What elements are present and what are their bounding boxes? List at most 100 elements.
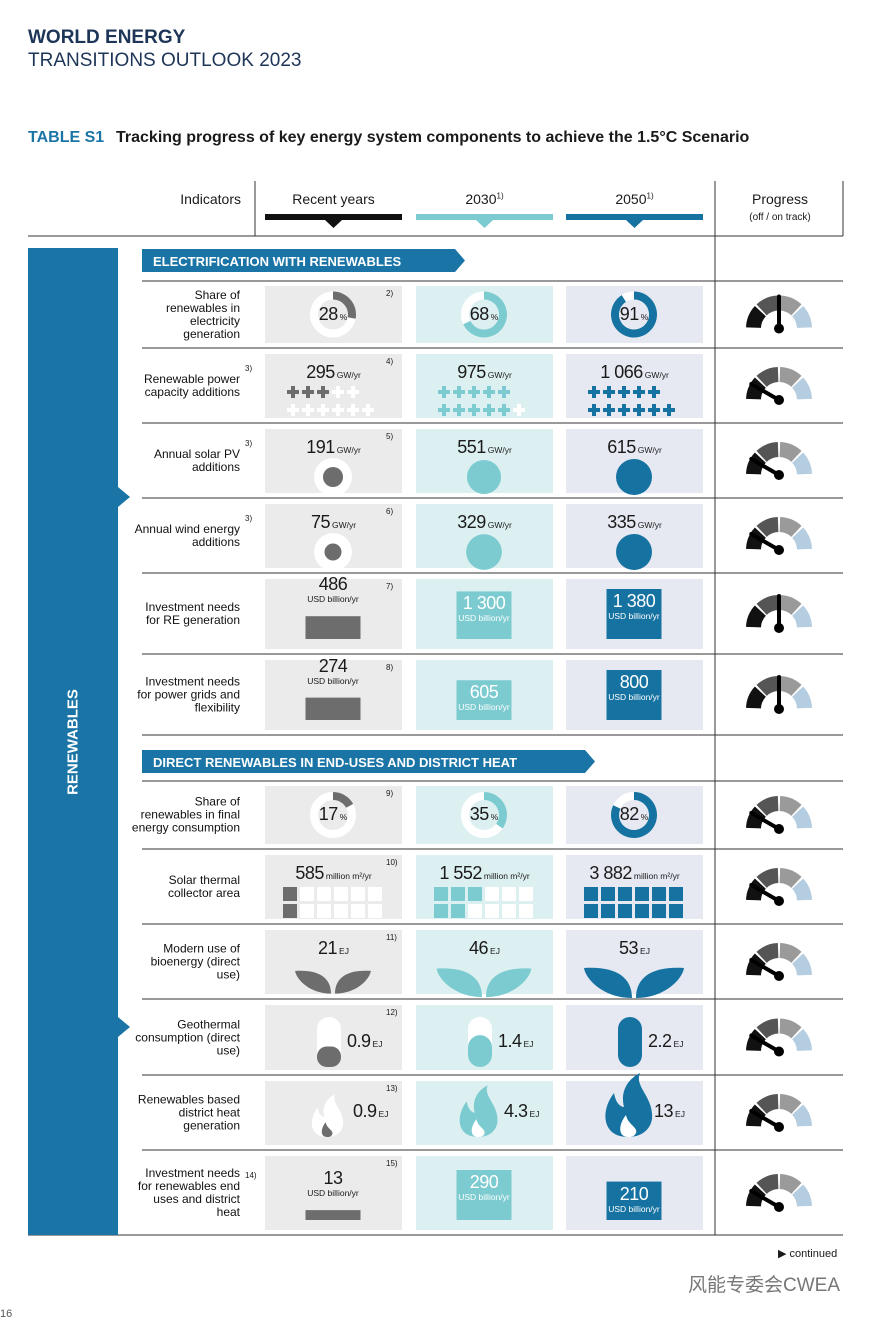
- plus: [483, 404, 495, 416]
- column-header: Recent years: [292, 191, 375, 207]
- plus: [317, 386, 329, 398]
- value: 75: [310, 512, 331, 532]
- value: 28: [318, 303, 339, 324]
- unit: EJ: [339, 946, 349, 956]
- grid-square: [300, 887, 314, 901]
- grid-square: [317, 887, 331, 901]
- value: 2.2: [648, 1031, 672, 1051]
- value: 91: [619, 303, 640, 324]
- plus: [453, 404, 465, 416]
- cell-value: 975 GW/yr: [416, 362, 553, 383]
- flame-inner: [471, 1119, 485, 1137]
- grid-square: [434, 904, 448, 918]
- gauge-segment: [779, 796, 802, 816]
- flame: [311, 1094, 344, 1137]
- section-title: DIRECT RENEWABLES IN END-USES AND DISTRI…: [153, 755, 518, 770]
- grid-square: [519, 904, 533, 918]
- value: 486: [318, 574, 348, 595]
- plus: [603, 386, 615, 398]
- plus: [468, 386, 480, 398]
- value: 295: [306, 362, 335, 382]
- unit: %: [490, 311, 499, 322]
- grid-square: [502, 887, 516, 901]
- bar: [456, 591, 512, 639]
- gauge-hub: [774, 971, 784, 981]
- grid-square: [351, 887, 365, 901]
- source-note: 10): [386, 858, 398, 867]
- plus: [513, 404, 525, 416]
- gauge-segment: [779, 595, 802, 615]
- grid-square: [584, 887, 598, 901]
- grid-square: [468, 887, 482, 901]
- grid-square: [283, 887, 297, 901]
- gauge-needle: [749, 382, 781, 402]
- grid-square: [334, 904, 348, 918]
- value: 46: [469, 938, 489, 958]
- unit: %: [490, 812, 499, 822]
- cell-bg: [265, 354, 402, 418]
- plus: [663, 404, 675, 416]
- gauge-segment: [792, 452, 812, 475]
- unit: GW/yr: [336, 445, 361, 455]
- cell-bg: [566, 354, 703, 418]
- value: 191: [306, 437, 335, 457]
- cell-value: 191 GW/yr: [265, 437, 402, 458]
- grid-square: [468, 904, 482, 918]
- grid-square: [283, 904, 297, 918]
- cell-value: 585 million m²/yr: [265, 863, 402, 884]
- watermark: 风能专委会CWEA: [688, 1275, 841, 1296]
- gauge-segment: [779, 367, 802, 387]
- cell-value: 17%: [303, 804, 363, 825]
- source-note: 9): [386, 789, 394, 798]
- value: 3 882: [589, 863, 632, 883]
- pill-fill: [317, 1046, 341, 1067]
- unit: GW/yr: [336, 370, 361, 380]
- gauge-segment: [756, 517, 779, 537]
- indicator: Share of renewables in electricity gener…: [165, 287, 240, 341]
- gauge-segment: [756, 295, 779, 316]
- grid-square: [434, 887, 448, 901]
- gauge-segment: [792, 878, 812, 901]
- cell-value: 615 GW/yr: [566, 437, 703, 458]
- plus: [648, 386, 660, 398]
- value: 35: [469, 804, 490, 824]
- cell-value: 0.9 EJ: [353, 1101, 403, 1122]
- grid-icons: [584, 887, 683, 918]
- column-year: 2050: [615, 191, 647, 207]
- gauge-segment: [756, 943, 779, 963]
- cell-value: 1.4 EJ: [498, 1031, 553, 1052]
- plus: [332, 386, 344, 398]
- gauge-segment: [792, 953, 812, 976]
- grid-icons: [283, 887, 382, 918]
- plus: [483, 386, 495, 398]
- column-pointer: [626, 220, 643, 228]
- gauge-segment: [792, 305, 812, 328]
- plus: [468, 404, 480, 416]
- indicator: Investment needs for RE generation: [145, 600, 240, 627]
- plus-icons: [287, 386, 374, 416]
- grid-square: [584, 904, 598, 918]
- indicator: Renewable power capacity additions: [143, 372, 240, 399]
- gauge-segment: [779, 943, 802, 963]
- value: 0.9: [347, 1031, 371, 1051]
- plus: [302, 386, 314, 398]
- footnote: 3): [245, 364, 253, 373]
- source-note: 8): [386, 663, 394, 672]
- cell-value: 4.3 EJ: [504, 1101, 554, 1122]
- plus: [603, 404, 615, 416]
- gauge-segment: [792, 605, 812, 628]
- value: 551: [457, 437, 486, 457]
- gauge-needle: [749, 811, 781, 831]
- footnote: 1): [496, 191, 504, 201]
- circle-mark: [616, 459, 652, 495]
- flame-inner: [321, 1122, 333, 1137]
- value: 1.4: [498, 1031, 522, 1051]
- cell-bg: [265, 930, 402, 994]
- value: 13: [323, 1168, 343, 1189]
- leaf: [295, 970, 371, 994]
- gauge-segment: [756, 868, 779, 888]
- unit: USD billion/yr: [307, 1188, 359, 1199]
- cell-value: 75 GW/yr: [265, 512, 402, 533]
- plus: [618, 386, 630, 398]
